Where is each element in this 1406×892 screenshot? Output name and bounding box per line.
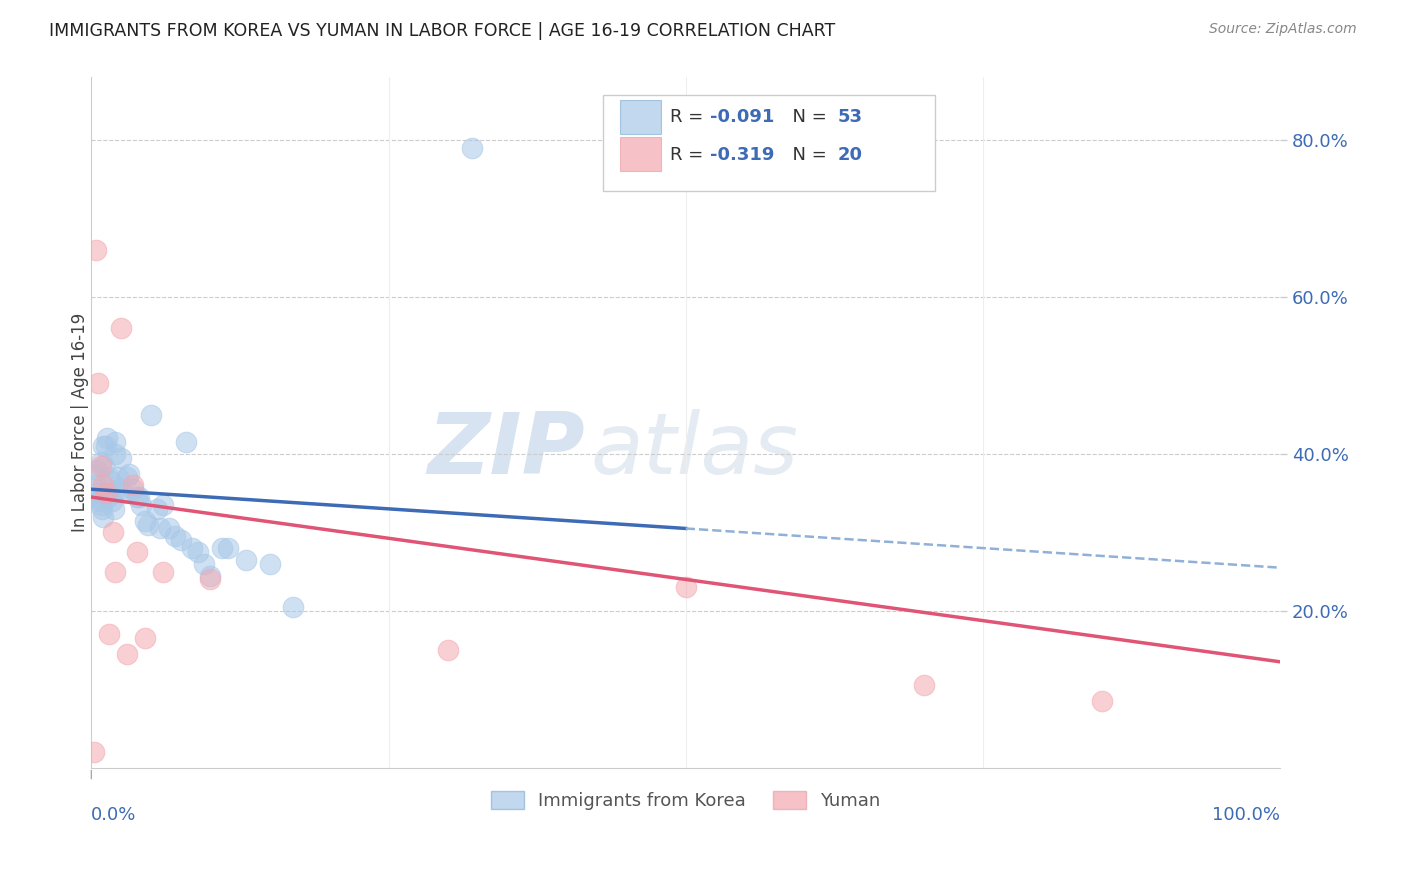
Point xyxy=(122,478,145,492)
Point xyxy=(91,509,114,524)
Text: N =: N = xyxy=(780,145,832,164)
FancyBboxPatch shape xyxy=(620,100,661,134)
Point xyxy=(118,467,141,481)
Point xyxy=(98,470,121,484)
Point xyxy=(108,482,131,496)
Text: N =: N = xyxy=(780,109,832,127)
Text: R =: R = xyxy=(671,109,709,127)
Point xyxy=(101,525,124,540)
Point xyxy=(94,439,117,453)
Point xyxy=(104,435,127,450)
Point xyxy=(101,486,124,500)
Point xyxy=(149,521,172,535)
Point xyxy=(89,494,111,508)
Point xyxy=(157,521,180,535)
Point xyxy=(122,482,145,496)
Legend: Immigrants from Korea, Yuman: Immigrants from Korea, Yuman xyxy=(484,783,887,817)
Point xyxy=(675,580,697,594)
Text: 20: 20 xyxy=(838,145,863,164)
Point xyxy=(259,557,281,571)
Point xyxy=(163,529,186,543)
Point xyxy=(187,545,209,559)
Point xyxy=(97,490,120,504)
FancyBboxPatch shape xyxy=(620,137,661,171)
Point xyxy=(91,501,114,516)
Point xyxy=(87,376,110,391)
Point xyxy=(107,470,129,484)
Point xyxy=(84,243,107,257)
Text: 0.0%: 0.0% xyxy=(91,805,136,823)
Point xyxy=(176,435,198,450)
Point xyxy=(283,599,305,614)
Point xyxy=(125,545,148,559)
Point xyxy=(134,632,156,646)
Point xyxy=(90,458,112,473)
Point xyxy=(211,541,233,555)
Point xyxy=(152,565,174,579)
Point xyxy=(91,439,114,453)
Point xyxy=(84,467,107,481)
Y-axis label: In Labor Force | Age 16-19: In Labor Force | Age 16-19 xyxy=(72,313,89,533)
Text: IMMIGRANTS FROM KOREA VS YUMAN IN LABOR FORCE | AGE 16-19 CORRELATION CHART: IMMIGRANTS FROM KOREA VS YUMAN IN LABOR … xyxy=(49,22,835,40)
Point xyxy=(129,498,152,512)
Point xyxy=(193,557,215,571)
Point xyxy=(104,447,127,461)
Point xyxy=(94,486,117,500)
Text: -0.319: -0.319 xyxy=(710,145,773,164)
Point xyxy=(96,486,118,500)
Point xyxy=(90,455,112,469)
Point xyxy=(145,501,167,516)
Point xyxy=(461,141,484,155)
Text: 100.0%: 100.0% xyxy=(1212,805,1279,823)
Point xyxy=(110,321,132,335)
Text: -0.091: -0.091 xyxy=(710,109,773,127)
Text: 53: 53 xyxy=(838,109,863,127)
Point xyxy=(86,486,108,500)
Point xyxy=(200,573,222,587)
Point xyxy=(912,678,935,692)
Point xyxy=(1091,694,1114,708)
Point xyxy=(152,498,174,512)
Point xyxy=(115,470,138,484)
Text: R =: R = xyxy=(671,145,709,164)
Text: Source: ZipAtlas.com: Source: ZipAtlas.com xyxy=(1209,22,1357,37)
Point xyxy=(134,514,156,528)
Point xyxy=(139,408,162,422)
Point xyxy=(437,643,460,657)
Point xyxy=(169,533,191,548)
Point xyxy=(86,462,108,476)
Point xyxy=(100,494,122,508)
Point xyxy=(96,431,118,445)
Point xyxy=(87,490,110,504)
Point xyxy=(110,450,132,465)
Point xyxy=(103,501,125,516)
FancyBboxPatch shape xyxy=(603,95,935,191)
Point xyxy=(181,541,204,555)
Point xyxy=(200,568,222,582)
Point xyxy=(104,565,127,579)
Point xyxy=(83,745,105,759)
Point xyxy=(128,490,150,504)
Point xyxy=(125,490,148,504)
Point xyxy=(98,627,121,641)
Text: ZIP: ZIP xyxy=(427,409,585,491)
Point xyxy=(93,458,115,473)
Point xyxy=(138,517,160,532)
Point xyxy=(217,541,239,555)
Point xyxy=(112,486,135,500)
Point xyxy=(115,647,138,661)
Point xyxy=(84,478,107,492)
Point xyxy=(91,478,114,492)
Point xyxy=(100,475,122,489)
Point xyxy=(90,498,112,512)
Text: atlas: atlas xyxy=(591,409,799,491)
Point xyxy=(235,553,257,567)
